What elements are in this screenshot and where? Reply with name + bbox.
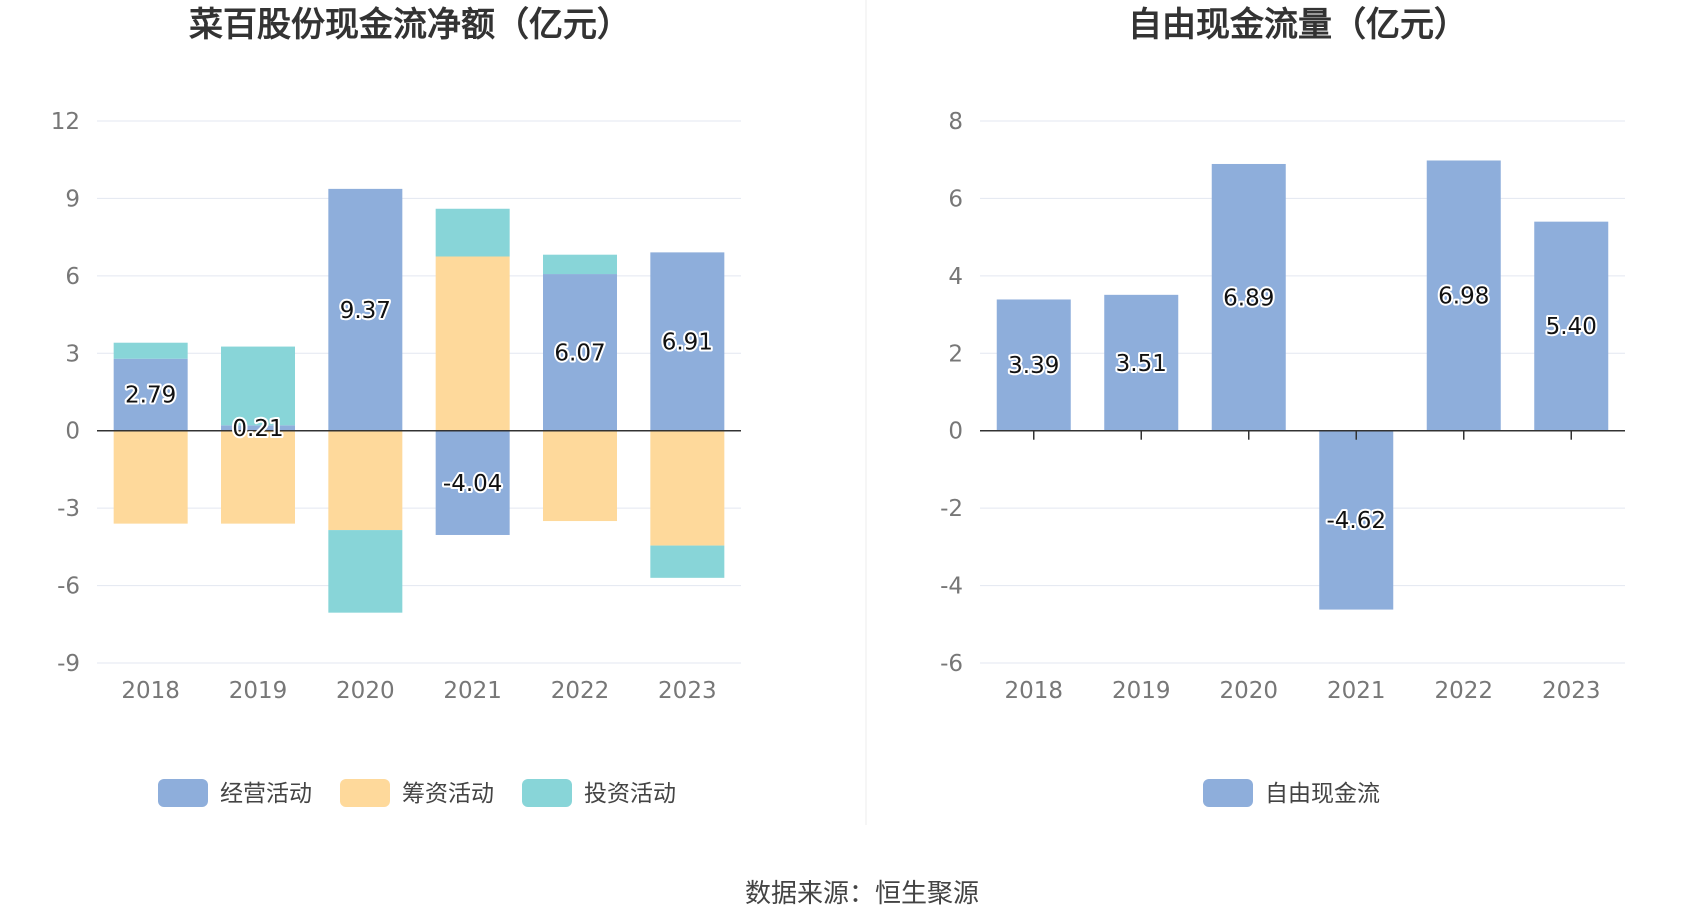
cash-flow-bars [113,188,725,613]
x-tick-label: 2023 [658,678,717,704]
bar[interactable] [221,346,295,426]
bar[interactable] [113,358,188,431]
bar[interactable] [113,342,188,359]
bar[interactable] [650,252,725,431]
x-tick-label: 2022 [551,678,610,704]
bar[interactable] [435,208,510,257]
cash-flow-data-labels: 2.79 0.21 9.37 -4.04 6.07 6.91 [123,296,715,499]
y-tick-label: 6 [65,264,80,290]
cash-flow-legend[interactable]: 经营活动 筹资活动 投资活动 [158,779,676,807]
x-tick-label: 2020 [336,678,395,704]
y-tick-label: -3 [57,496,80,522]
legend-swatch [158,779,208,807]
y-tick-label: 0 [948,419,963,445]
cash-flow-y-ticks: 12 9 6 3 0 -3 -6 -9 [51,109,80,677]
legend-item[interactable]: 自由现金流 [1203,779,1380,807]
free-cash-flow-y-ticks: 8 6 4 2 0 -2 -4 -6 [940,109,963,677]
free-cash-flow-x-ticks: 2018 2019 2020 2021 2022 2023 [1004,678,1600,704]
y-tick-label: 2 [948,341,963,367]
data-label: 3.51 [1116,351,1167,377]
bar[interactable] [1426,160,1501,431]
bar[interactable] [435,256,510,431]
y-tick-label: 0 [65,419,80,445]
bar[interactable] [1534,221,1609,431]
x-tick-label: 2018 [1004,678,1063,704]
data-label: 9.37 [340,298,391,324]
data-source-note: 数据来源：恒生聚源 [745,879,979,909]
legend-label: 投资活动 [584,781,676,807]
legend-label: 经营活动 [220,781,312,807]
bar[interactable] [543,274,617,431]
y-tick-label: -6 [940,651,963,677]
bar[interactable] [543,430,617,522]
data-label: 0.21 [232,416,283,442]
y-tick-label: 3 [65,341,80,367]
data-label: 5.40 [1546,314,1597,340]
data-label: 3.39 [1008,353,1059,379]
bar[interactable] [650,545,725,578]
data-label: -4.62 [1326,508,1386,534]
y-tick-label: -2 [940,496,963,522]
legend-swatch [1203,779,1253,807]
free-cash-flow-zero-axis [980,429,1625,440]
bar[interactable] [435,430,510,535]
legend-item[interactable]: 经营活动 [158,779,312,807]
legend-swatch [340,779,390,807]
legend-item[interactable]: 投资活动 [522,779,676,807]
data-label: 6.98 [1438,284,1489,310]
y-tick-label: 8 [948,109,963,135]
x-tick-label: 2018 [121,678,180,704]
bar[interactable] [1211,163,1286,431]
data-label: 6.91 [662,330,713,356]
data-label: 6.89 [1223,285,1274,311]
legend-item[interactable]: 筹资活动 [340,779,494,807]
x-tick-label: 2019 [229,678,288,704]
cash-flow-x-ticks: 2018 2019 2020 2021 2022 2023 [121,678,716,704]
y-tick-label: -4 [940,574,963,600]
bar[interactable] [1319,430,1394,610]
bar[interactable] [221,425,295,431]
free-cash-flow-legend[interactable]: 自由现金流 [1203,779,1380,807]
data-label: 6.07 [554,340,605,366]
y-tick-label: 4 [948,264,963,290]
x-tick-label: 2019 [1112,678,1171,704]
bar[interactable] [650,430,725,546]
bar[interactable] [1104,294,1179,431]
bar[interactable] [996,299,1071,431]
y-tick-label: -6 [57,574,80,600]
bar[interactable] [221,430,295,524]
bar[interactable] [328,530,403,613]
free-cash-flow-bars [996,160,1609,610]
legend-label: 自由现金流 [1265,781,1380,807]
bar[interactable] [328,430,403,531]
y-tick-label: -9 [57,651,80,677]
data-label: -4.04 [443,471,503,497]
x-tick-label: 2021 [443,678,502,704]
free-cash-flow-gridlines [980,120,1625,664]
bar[interactable] [113,430,188,524]
y-tick-label: 6 [948,186,963,212]
bar[interactable] [543,254,617,275]
legend-label: 筹资活动 [402,781,494,807]
legend-swatch [522,779,572,807]
free-cash-flow-data-labels: 3.39 3.51 6.89 -4.62 6.98 5.40 [1006,282,1599,537]
cash-flow-gridlines [97,120,741,664]
free-cash-flow-chart-title: 自由现金流量（亿元） [1128,5,1468,45]
x-tick-label: 2023 [1542,678,1601,704]
x-tick-label: 2021 [1327,678,1386,704]
cash-flow-chart-title: 菜百股份现金流净额（亿元） [189,5,631,45]
bar[interactable] [328,188,403,431]
x-tick-label: 2020 [1219,678,1278,704]
x-tick-label: 2022 [1434,678,1493,704]
y-tick-label: 9 [65,186,80,212]
data-label: 2.79 [125,383,176,409]
y-tick-label: 12 [51,109,80,135]
